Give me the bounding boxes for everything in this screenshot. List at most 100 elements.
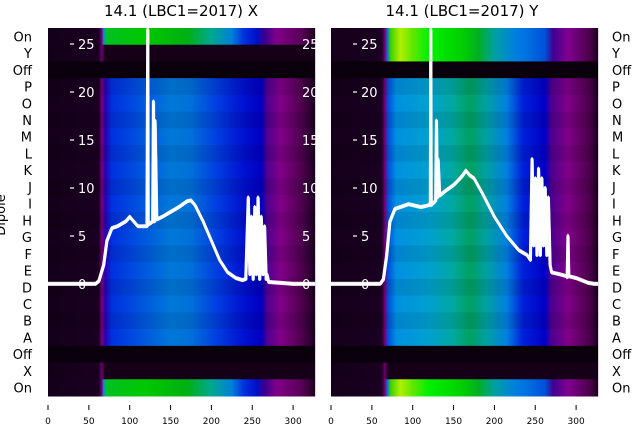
x-tick-label: 50	[366, 417, 378, 427]
row-label: E	[612, 265, 620, 280]
row-label: C	[23, 298, 32, 313]
row-label: X	[23, 365, 32, 380]
row-shade	[48, 145, 316, 162]
heatmap-row-b	[48, 312, 316, 330]
heatmap-row-c	[48, 295, 316, 313]
row-label: K	[23, 164, 32, 179]
heatmap-row-on	[331, 379, 599, 397]
row-label: O	[612, 97, 622, 112]
overlay-y-tick-label-echo: 0	[302, 278, 310, 293]
row-label: M	[21, 131, 32, 146]
row-label: D	[22, 281, 32, 296]
overlay-y-tick-label: 15	[78, 134, 95, 149]
heatmap-row-off	[331, 61, 599, 79]
heatmap-row-m	[331, 128, 599, 146]
heatmap-row-a	[48, 329, 316, 347]
overlay-y-tick-label: 10	[78, 182, 95, 197]
x-tick-label: 100	[404, 417, 421, 427]
right-panel-title: 14.1 (LBC1=2017) Y	[386, 2, 540, 20]
row-shade	[331, 245, 599, 263]
overlay-y-tick-label: 20	[361, 86, 378, 101]
overlay-y-tick-label: 10	[361, 182, 378, 197]
row-shade	[48, 245, 316, 263]
heatmap-row-p	[48, 78, 316, 96]
heatmap-row-p	[331, 78, 599, 96]
row-label: P	[612, 81, 620, 96]
trace-series	[331, 28, 599, 286]
heatmap-row-d	[48, 278, 316, 297]
heatmap-row-y	[331, 44, 599, 62]
overlay-y-tick-label: 15	[361, 134, 378, 149]
overlay-y-tick-label-echo: 25	[302, 38, 319, 53]
x-tick-label: 150	[162, 417, 179, 427]
row-label: L	[25, 147, 33, 162]
row-label: A	[612, 331, 621, 346]
heatmap-row-on	[48, 28, 316, 46]
x-tick-label: 200	[486, 417, 503, 427]
overlay-y-tick-label-echo: 15	[302, 134, 319, 149]
row-shade	[331, 278, 599, 296]
heatmap-row-off	[48, 61, 316, 79]
x-tick-label: 250	[244, 417, 261, 427]
overlay-y-tick-label: 5	[78, 230, 86, 245]
row-label: I	[28, 198, 32, 213]
x-tick-label: 300	[285, 417, 302, 427]
row-label: B	[23, 315, 32, 330]
row-label: J	[27, 181, 32, 196]
heatmap-row-d	[331, 278, 599, 297]
x-tick-label: 0	[45, 417, 51, 427]
row-shade	[331, 111, 599, 129]
heatmap-row-l	[48, 145, 316, 163]
row-label: C	[612, 298, 621, 313]
overlay-y-tick-label-echo: 5	[302, 230, 310, 245]
trace-series	[48, 28, 316, 286]
row-label: L	[612, 147, 620, 162]
heatmap-row-x	[331, 362, 599, 380]
overlay-y-tick-label: 25	[361, 38, 378, 53]
row-label: D	[612, 281, 622, 296]
heatmap-row-k	[48, 161, 316, 180]
row-shade	[48, 178, 316, 196]
row-label: N	[612, 114, 622, 129]
row-shade	[48, 312, 316, 330]
overlay-y-tick-label-echo: 10	[302, 182, 319, 197]
row-label: A	[23, 331, 32, 346]
heatmap-row-n	[48, 111, 316, 129]
row-label: E	[24, 265, 32, 280]
heatmap-row-off	[48, 345, 316, 364]
heatmap-row-o	[331, 94, 599, 113]
row-label: X	[612, 365, 621, 380]
x-tick-label: 50	[83, 417, 95, 427]
row-label: Off	[13, 348, 33, 363]
overlay-y-tick-label: 5	[361, 230, 369, 245]
heatmap-row-c	[331, 295, 599, 313]
overlay-y-tick-label: 25	[78, 38, 95, 53]
row-label: On	[612, 30, 630, 45]
row-label: K	[612, 164, 621, 179]
row-label: Off	[13, 64, 33, 79]
heatmap-row-on	[48, 379, 316, 397]
x-tick-label: 0	[328, 417, 334, 427]
y-axis-label: Dipole	[0, 194, 9, 235]
row-label: I	[612, 198, 616, 213]
row-shade	[331, 78, 599, 95]
x-tick-label: 200	[203, 417, 220, 427]
heatmap-row-x	[48, 362, 316, 380]
x-tick-label: 300	[568, 417, 585, 427]
row-label: Y	[611, 47, 620, 62]
row-label: On	[14, 382, 32, 397]
row-label: F	[612, 248, 619, 263]
row-label: G	[612, 231, 622, 246]
x-tick-label: 250	[527, 417, 544, 427]
heatmap-row-e	[331, 262, 599, 280]
row-label: P	[24, 81, 32, 96]
row-label: H	[612, 214, 622, 229]
row-label: N	[22, 114, 32, 129]
heatmap-row-a	[331, 329, 599, 347]
heatmap-row-o	[48, 94, 316, 113]
row-label: G	[22, 231, 32, 246]
heatmap-row-on	[331, 28, 599, 46]
heatmap-row-y	[48, 44, 316, 62]
